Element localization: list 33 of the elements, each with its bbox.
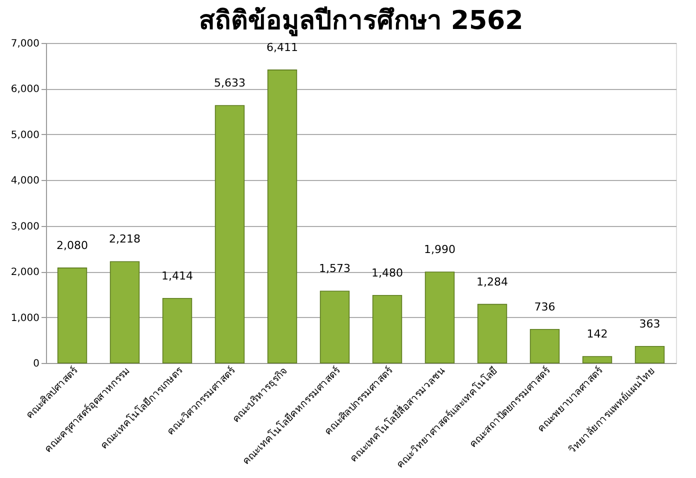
bar bbox=[214, 105, 245, 364]
y-tick-label: 5,000 bbox=[10, 130, 40, 141]
bar bbox=[424, 272, 455, 364]
data-label: 2,080 bbox=[56, 238, 88, 252]
y-tick-label: 1,000 bbox=[10, 312, 40, 324]
y-tick-label: 4,000 bbox=[10, 176, 40, 187]
bar bbox=[267, 70, 298, 364]
data-label: 363 bbox=[639, 317, 660, 330]
data-label: 1,480 bbox=[372, 266, 403, 280]
bar bbox=[582, 356, 612, 364]
bar bbox=[110, 261, 140, 364]
data-label: 1,990 bbox=[424, 243, 456, 256]
y-tick-label: 2,000 bbox=[10, 267, 40, 278]
bar bbox=[162, 298, 192, 364]
y-tick-label: 6,000 bbox=[10, 84, 40, 96]
bar bbox=[477, 304, 508, 364]
y-tick-label: 0 bbox=[33, 358, 40, 370]
data-label: 6,411 bbox=[266, 40, 298, 54]
bar bbox=[57, 268, 88, 364]
data-label: 1,414 bbox=[162, 269, 193, 282]
chart-title: สถิติข้อมูลปีการศึกษา 2562 bbox=[198, 6, 524, 37]
data-label: 1,573 bbox=[319, 262, 350, 276]
data-label: 2,218 bbox=[109, 232, 140, 246]
data-label: 736 bbox=[534, 300, 556, 314]
y-tick-label: 3,000 bbox=[10, 221, 40, 232]
bar bbox=[634, 346, 665, 364]
bar bbox=[530, 328, 560, 364]
data-label: 5,633 bbox=[214, 76, 246, 90]
bar bbox=[372, 294, 402, 364]
data-label: 142 bbox=[586, 328, 608, 341]
y-tick-label: 7,000 bbox=[10, 38, 40, 50]
data-label: 1,284 bbox=[476, 275, 508, 288]
bar bbox=[320, 290, 350, 364]
